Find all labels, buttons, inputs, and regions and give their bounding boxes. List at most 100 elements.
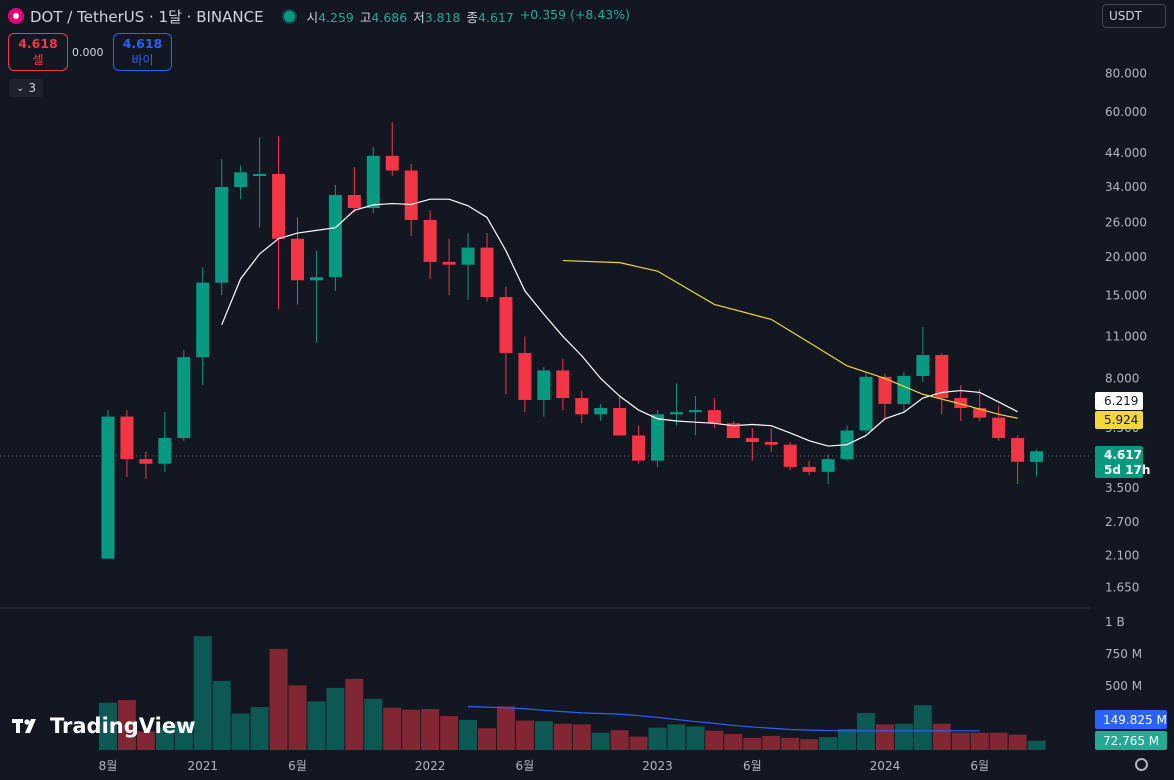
candle-body <box>385 155 399 171</box>
candle-body <box>594 407 608 415</box>
buy-price: 4.618 <box>122 36 163 51</box>
tradingview-logo[interactable]: TradingView <box>12 714 195 738</box>
y-tick-label: 1.650 <box>1105 580 1139 594</box>
high-label: 고 <box>359 9 372 25</box>
volume-bar <box>478 728 496 750</box>
sell-price: 4.618 <box>18 36 58 51</box>
candle-body <box>878 376 892 404</box>
x-tick-label: 6월 <box>743 759 762 773</box>
volume-bar <box>705 730 724 750</box>
open-label: 시 <box>306 9 319 25</box>
candle-body <box>442 261 456 265</box>
low-label: 저 <box>413 9 425 25</box>
candle-body <box>309 277 323 281</box>
ma-white-badge-bg <box>1095 392 1143 410</box>
volume-bar <box>875 724 894 750</box>
last-price-badge-text: 4.617 <box>1104 448 1142 462</box>
change-value: +0.359 (+8.43%) <box>519 6 630 22</box>
volume-bar <box>1008 734 1027 750</box>
volume-bar <box>667 724 686 750</box>
indicators-toggle-button[interactable]: ⌄ 3 <box>9 79 43 97</box>
candle-body <box>518 352 532 400</box>
volume-bar <box>989 732 1008 750</box>
symbol-title[interactable]: DOT / TetherUS · 1달 · BINANCE <box>30 7 264 26</box>
volume-bar <box>724 734 743 750</box>
market-status-icon[interactable] <box>281 8 297 24</box>
volume-bar <box>136 731 155 750</box>
volume-bar <box>174 721 193 750</box>
volume-bar <box>288 685 307 750</box>
last-price-badge-bg <box>1095 446 1143 478</box>
indicators-count: 3 <box>28 81 37 95</box>
sell-button[interactable]: 4.618 셀 <box>8 33 68 71</box>
ma-yellow-line <box>562 259 1018 419</box>
volume-bar <box>553 723 572 750</box>
volume-bar <box>534 721 553 750</box>
volume-bar <box>951 732 970 750</box>
candle-body <box>499 297 513 353</box>
volume-bar <box>440 716 459 750</box>
y-tick-label: 80.000 <box>1105 67 1147 81</box>
ma-white-badge: 6.219 <box>1095 392 1143 410</box>
volume-bar <box>402 709 421 750</box>
candle-body <box>461 247 475 265</box>
last-price-badge-text: 5d 17h <box>1104 463 1150 477</box>
candle-body <box>328 195 342 278</box>
candle-body <box>783 444 797 467</box>
volume-tick-label: 750 M <box>1105 647 1142 661</box>
candle-body <box>575 398 589 415</box>
volume-bar <box>629 736 648 750</box>
x-tick-label: 2022 <box>415 759 446 773</box>
candle-body <box>859 376 873 431</box>
high-value: 4.686 <box>371 9 408 25</box>
candle-body <box>897 376 911 404</box>
volume-ma-badge-bg <box>1095 710 1167 729</box>
close-label: 종 <box>466 9 479 25</box>
gear-icon[interactable] <box>1135 758 1148 771</box>
volume-bar <box>800 739 819 750</box>
volume-bar <box>686 726 705 750</box>
candle-body <box>215 186 229 283</box>
ma-yellow-badge-bg <box>1095 411 1143 429</box>
volume-bar <box>610 730 629 750</box>
x-tick-label: 8월 <box>99 759 118 773</box>
volume-bar <box>913 705 932 750</box>
volume-bar <box>591 732 610 750</box>
candle-body <box>366 155 380 209</box>
tradingview-wordmark: TradingView <box>50 714 196 738</box>
y-tick-label: 2.700 <box>1105 515 1139 529</box>
candle-body <box>177 357 191 439</box>
candle-body <box>423 219 437 262</box>
last-volume-badge-bg <box>1095 731 1167 750</box>
candle-body <box>670 412 683 415</box>
volume-ma-badge: 149.825 M <box>1095 710 1167 729</box>
candle-body <box>404 170 418 220</box>
volume-bar <box>743 737 762 750</box>
volume-bar <box>932 723 951 750</box>
x-tick-label: 2024 <box>870 759 901 773</box>
volume-bar <box>193 636 212 750</box>
candle-body <box>556 370 570 399</box>
volume-bar <box>819 737 838 750</box>
volume-bar <box>117 700 136 750</box>
volume-bar <box>155 727 174 750</box>
ma-yellow-badge: 5.924 <box>1095 411 1143 429</box>
x-tick-label: 2021 <box>187 759 218 773</box>
tradingview-logo-icon <box>12 719 36 733</box>
volume-ma-line <box>468 705 980 732</box>
volume-tick-label: 1 B <box>1105 615 1125 629</box>
currency-select[interactable]: USDT <box>1102 4 1166 28</box>
volume-bar <box>515 720 534 750</box>
candle-body <box>821 459 835 472</box>
close-value: 4.617 <box>478 9 514 25</box>
candle-body <box>688 410 702 413</box>
ohlc-values: 시4.259 고4.686 저3.818 종4.617 +0.359 (+8.4… <box>307 7 630 26</box>
candle-body <box>632 435 646 461</box>
volume-bar <box>857 712 875 750</box>
x-tick-label: 6월 <box>970 759 989 773</box>
y-tick-label: 60.000 <box>1105 105 1147 119</box>
candle-body <box>935 355 949 399</box>
buy-button[interactable]: 4.618 바이 <box>113 33 172 71</box>
candle-body <box>291 238 304 281</box>
